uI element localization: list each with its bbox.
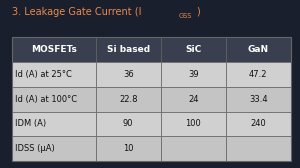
Bar <box>96 112 161 136</box>
Bar <box>12 112 96 136</box>
Bar <box>12 37 96 62</box>
Text: IDSS (μA): IDSS (μA) <box>15 144 55 153</box>
Bar <box>226 62 291 87</box>
Bar <box>96 37 161 62</box>
Text: 39: 39 <box>188 70 199 79</box>
Bar <box>226 87 291 112</box>
Bar <box>161 136 226 161</box>
Text: 47.2: 47.2 <box>249 70 268 79</box>
Bar <box>96 87 161 112</box>
Bar <box>226 136 291 161</box>
Text: Si based: Si based <box>106 45 150 54</box>
Bar <box>161 87 226 112</box>
Text: GaN: GaN <box>248 45 269 54</box>
Bar <box>161 112 226 136</box>
Text: 24: 24 <box>188 95 199 104</box>
Text: 240: 240 <box>250 119 266 129</box>
Text: IDM (A): IDM (A) <box>15 119 46 129</box>
Text: GSS: GSS <box>178 13 192 19</box>
Bar <box>12 62 96 87</box>
Text: 10: 10 <box>123 144 134 153</box>
Bar <box>12 37 291 161</box>
Bar <box>96 62 161 87</box>
Text: Id (A) at 25°C: Id (A) at 25°C <box>15 70 72 79</box>
Bar <box>226 112 291 136</box>
Text: 100: 100 <box>185 119 201 129</box>
Bar <box>226 37 291 62</box>
Bar <box>12 87 96 112</box>
Text: 3. Leakage Gate Current (I: 3. Leakage Gate Current (I <box>12 7 142 17</box>
Text: ): ) <box>196 7 200 17</box>
Text: MOSFETs: MOSFETs <box>31 45 77 54</box>
Text: 90: 90 <box>123 119 134 129</box>
Text: 36: 36 <box>123 70 134 79</box>
Bar <box>161 62 226 87</box>
Bar <box>161 37 226 62</box>
Text: Id (A) at 100°C: Id (A) at 100°C <box>15 95 77 104</box>
Bar <box>96 136 161 161</box>
Text: 22.8: 22.8 <box>119 95 137 104</box>
Text: 33.4: 33.4 <box>249 95 268 104</box>
Text: SiC: SiC <box>185 45 201 54</box>
Bar <box>12 136 96 161</box>
